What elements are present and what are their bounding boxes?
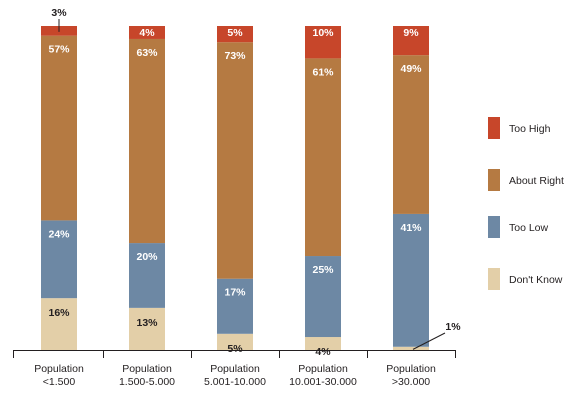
legend-label-don-t-know: Don't Know — [509, 274, 563, 286]
x-tick-label-5: Population >30.000 — [386, 363, 436, 388]
data-label-about-right-4: 61% — [312, 66, 334, 78]
legend-swatch-too-low — [488, 216, 500, 238]
data-label-too-high-1: 3% — [51, 7, 67, 19]
leader-line-don-t-know-5 — [412, 332, 446, 350]
legend: Too High About Right Too Low Don't Know — [488, 117, 564, 290]
data-label-about-right-5: 49% — [400, 63, 422, 75]
bar-segment-too-high-2 — [129, 26, 165, 39]
bar-segment-don-t-know-3 — [217, 333, 253, 350]
bar-segment-too-high-4 — [305, 26, 341, 59]
bar-segment-don-t-know-5 — [393, 346, 429, 350]
bar-segment-don-t-know-2 — [129, 307, 165, 350]
bar-segment-about-right-1 — [41, 35, 77, 221]
bar-segment-too-low-2 — [129, 243, 165, 308]
data-label-too-high-4: 10% — [312, 27, 334, 39]
data-label-too-high-2: 4% — [139, 27, 155, 39]
x-tick-label-2: Population 1.500-5.000 — [119, 363, 175, 388]
x-axis: Population <1.500 Population 1.500-5.000 Pop… — [13, 350, 456, 388]
bar-segment-about-right-5 — [393, 55, 429, 214]
data-label-too-high-5: 9% — [403, 27, 419, 39]
data-label-about-right-1: 57% — [48, 44, 70, 56]
data-labels-layer: 16% 24% 57% 3% 13% 20% 63% 4% 5% 17% 73% 5% 4% 25% 61%… — [48, 7, 461, 358]
legend-swatch-don-t-know — [488, 268, 500, 290]
legend-swatch-about-right — [488, 169, 500, 191]
data-label-too-high-3: 5% — [227, 27, 243, 39]
bar-segment-too-low-4 — [305, 256, 341, 338]
x-tick-label-4: Population 10.001-30.000 — [289, 363, 357, 388]
bar-segment-too-low-5 — [393, 213, 429, 347]
data-label-don-t-know-5: 1% — [445, 321, 461, 333]
data-label-too-low-2: 20% — [136, 251, 158, 263]
bar-segment-too-high-3 — [217, 26, 253, 43]
legend-label-too-low: Too Low — [509, 222, 549, 234]
legend-swatch-too-high — [488, 117, 500, 139]
bar-segment-about-right-2 — [129, 38, 165, 244]
legend-label-too-high: Too High — [509, 123, 551, 135]
data-label-don-t-know-4: 4% — [315, 346, 331, 358]
data-label-about-right-3: 73% — [224, 50, 246, 62]
bar-segment-about-right-3 — [217, 42, 253, 279]
bar-segment-too-low-1 — [41, 220, 77, 299]
data-label-too-low-5: 41% — [400, 222, 422, 234]
data-label-too-low-4: 25% — [312, 264, 334, 276]
x-tick-label-3: Population 5.001-10.000 — [204, 363, 266, 388]
bar-segment-too-high-5 — [393, 26, 429, 56]
data-label-too-low-1: 24% — [48, 228, 70, 240]
data-label-about-right-2: 63% — [136, 47, 158, 59]
data-label-don-t-know-3: 5% — [227, 343, 243, 355]
bar-segment-don-t-know-1 — [41, 298, 77, 350]
data-label-don-t-know-1: 16% — [48, 307, 70, 319]
x-tick-label-1: Population <1.500 — [34, 363, 84, 388]
bar-segment-too-low-3 — [217, 278, 253, 334]
data-label-too-low-3: 17% — [224, 287, 246, 299]
data-label-don-t-know-2: 13% — [136, 317, 158, 329]
legend-label-about-right: About Right — [509, 175, 564, 187]
bar-segment-don-t-know-4 — [305, 337, 341, 350]
bar-segment-about-right-4 — [305, 58, 341, 257]
bars-layer — [41, 26, 429, 350]
